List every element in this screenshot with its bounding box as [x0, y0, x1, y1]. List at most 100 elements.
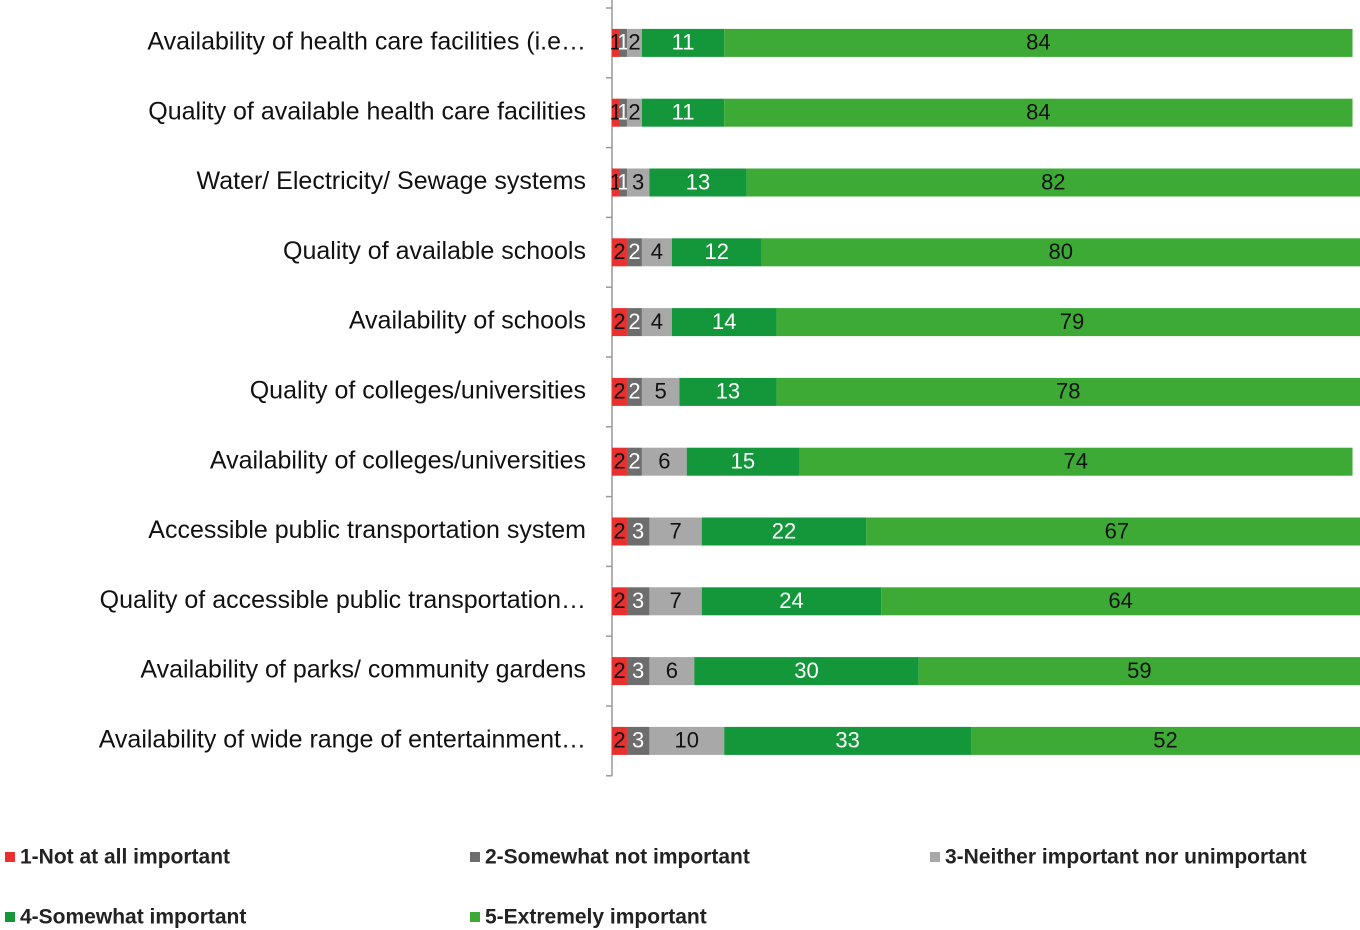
data-label: 1: [617, 169, 629, 194]
data-label: 4: [651, 309, 663, 334]
data-label: 15: [731, 449, 755, 474]
category-label: Availability of parks/ community gardens: [140, 656, 586, 684]
category-label: Accessible public transportation system: [148, 516, 586, 544]
legend-label: 5-Extremely important: [485, 906, 707, 929]
bar-segment: [724, 28, 1353, 57]
data-label: 2: [628, 379, 640, 404]
bar-segment: [724, 98, 1353, 127]
bar-segment: [626, 517, 650, 546]
data-label: 2: [628, 30, 640, 55]
bar-segment: [776, 377, 1360, 406]
bar-segment: [626, 587, 650, 616]
bar-segment: [746, 168, 1360, 197]
bar-segment: [641, 447, 687, 476]
data-label: 7: [669, 518, 681, 543]
data-label: 1: [610, 100, 622, 125]
legend-swatch: [5, 852, 15, 862]
data-label: 2: [613, 239, 625, 264]
category-label: Availability of health care facilities (…: [147, 28, 586, 56]
bar-segment: [649, 726, 725, 755]
data-label: 4: [651, 239, 663, 264]
data-label: 12: [704, 239, 728, 264]
bar-segment: [776, 308, 1360, 337]
category-label: Availability of wide range of entertainm…: [99, 726, 586, 754]
data-label: 11: [672, 30, 695, 55]
bar-segment: [612, 587, 627, 616]
bar-segment: [671, 238, 762, 267]
category-label: Availability of colleges/universities: [210, 446, 586, 474]
bar-segment: [649, 168, 747, 197]
data-label: 10: [675, 728, 699, 753]
data-label: 80: [1049, 239, 1073, 264]
category-label: Water/ Electricity/ Sewage systems: [197, 167, 586, 195]
bar-segment: [612, 726, 627, 755]
data-label: 82: [1041, 169, 1065, 194]
data-label: 3: [632, 658, 644, 683]
category-label: Quality of available schools: [283, 237, 586, 265]
legend-swatch: [470, 852, 480, 862]
bar-segment: [612, 657, 627, 686]
legend-swatch: [5, 912, 15, 922]
data-label: 11: [672, 100, 695, 125]
bar-segment: [612, 168, 620, 197]
bar-segment: [641, 98, 725, 127]
data-label: 1: [610, 169, 622, 194]
data-label: 3: [632, 728, 644, 753]
data-label: 3: [632, 518, 644, 543]
bar-segment: [619, 98, 627, 127]
bar-segment: [761, 238, 1360, 267]
bar-segment: [799, 447, 1353, 476]
legend-label: 1-Not at all important: [20, 846, 230, 869]
bar-segment: [612, 98, 620, 127]
bar-segment: [626, 98, 642, 127]
data-label: 2: [613, 449, 625, 474]
bar-segment: [626, 657, 650, 686]
data-label: 67: [1105, 518, 1129, 543]
data-label: 84: [1026, 30, 1050, 55]
legend-swatch: [470, 912, 480, 922]
bar-segment: [724, 726, 972, 755]
bar-segment: [701, 587, 882, 616]
bar-segment: [612, 377, 627, 406]
category-label: Availability of schools: [349, 307, 586, 335]
bar-segment: [918, 657, 1360, 686]
data-label: 64: [1108, 588, 1132, 613]
bar-segment: [626, 447, 642, 476]
bar-segment: [626, 726, 650, 755]
data-label: 2: [613, 658, 625, 683]
data-label: 14: [712, 309, 736, 334]
bar-segment: [619, 28, 627, 57]
data-label: 2: [628, 100, 640, 125]
legend-label: 3-Neither important nor unimportant: [945, 846, 1307, 869]
data-label: 1: [610, 30, 622, 55]
data-label: 5: [654, 379, 666, 404]
data-label: 33: [835, 728, 859, 753]
bar-segment: [626, 377, 642, 406]
bar-segment: [701, 517, 867, 546]
data-label: 13: [686, 169, 710, 194]
data-label: 2: [628, 309, 640, 334]
data-label: 13: [716, 379, 740, 404]
bar-segment: [866, 517, 1360, 546]
bar-segment: [641, 377, 680, 406]
category-label: Quality of available health care facilit…: [148, 97, 586, 125]
category-label: Quality of accessible public transportat…: [100, 586, 586, 614]
bar-segment: [641, 308, 672, 337]
bar-segment: [971, 726, 1360, 755]
data-label: 1: [617, 100, 629, 125]
bar-segment: [612, 447, 627, 476]
bar-segment: [649, 657, 695, 686]
data-label: 2: [613, 309, 625, 334]
data-label: 2: [628, 449, 640, 474]
data-label: 3: [632, 169, 644, 194]
data-label: 52: [1153, 728, 1177, 753]
legend-label: 4-Somewhat important: [20, 906, 246, 929]
data-label: 84: [1026, 100, 1050, 125]
data-label: 6: [666, 658, 678, 683]
data-label: 30: [794, 658, 818, 683]
data-label: 2: [613, 518, 625, 543]
data-label: 22: [772, 518, 796, 543]
data-label: 6: [658, 449, 670, 474]
bar-segment: [641, 28, 725, 57]
